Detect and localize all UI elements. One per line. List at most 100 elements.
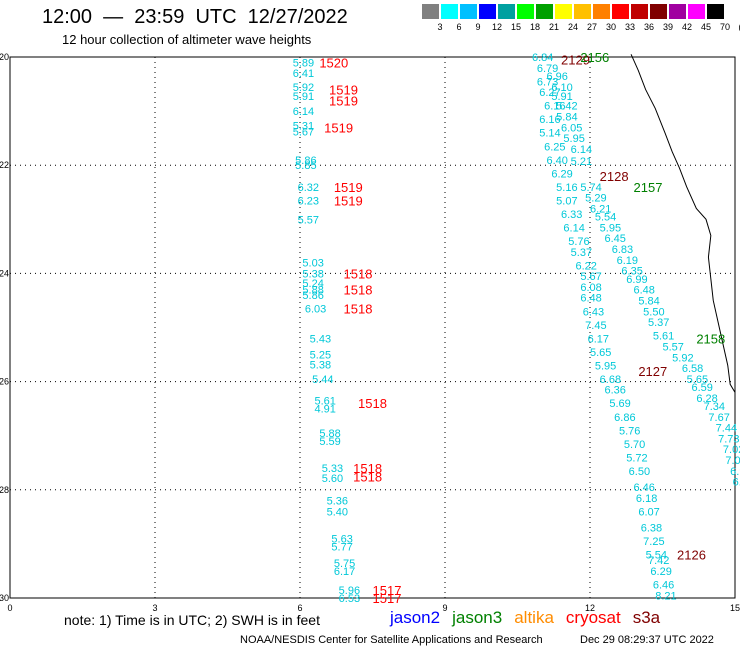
scale-swatch	[517, 4, 534, 19]
wave-height-value: 5.96	[339, 585, 360, 597]
satellite-legend: jason2 jason3 altika cryosat s3a	[390, 608, 672, 628]
scale-swatch	[669, 4, 686, 19]
wave-height-value: 5.91	[551, 91, 572, 103]
wave-height-value: 5.37	[648, 317, 669, 329]
scale-label: 24	[567, 22, 578, 32]
coastline	[630, 54, 736, 393]
wave-height-value: 6.73	[537, 76, 558, 88]
wave-height-value: 6.58	[682, 363, 703, 375]
wave-height-value: 7.00	[725, 455, 740, 467]
wave-height-value: 5.38	[302, 268, 323, 280]
wave-height-value: 5.61	[653, 331, 674, 343]
wave-height-value: 6.59	[692, 382, 713, 394]
wave-height-value: 5.44	[312, 374, 333, 386]
wave-height-value: 5.65	[590, 347, 611, 359]
wave-height-value: 6.68	[600, 374, 621, 386]
scale-swatch	[479, 4, 496, 19]
track-time-label: 2156	[580, 50, 609, 65]
track-time-label: 1520	[319, 55, 348, 70]
wave-height-value: 7.02	[723, 444, 740, 456]
wave-height-value: 6.29	[650, 566, 671, 578]
track-time-label: 2128	[600, 169, 629, 184]
wave-height-value: 6.41	[293, 68, 314, 80]
wave-height-value: 5.86	[302, 290, 323, 302]
wave-height-value: 6.18	[636, 493, 657, 505]
wave-height-value: 7.45	[585, 320, 606, 332]
scale-label: 39	[662, 22, 673, 32]
wave-height-value: 5.88	[319, 428, 340, 440]
scale-swatch	[593, 4, 610, 19]
wave-height-value: 5.72	[626, 452, 647, 464]
scale-swatch	[422, 4, 439, 19]
wave-height-value: 5.07	[556, 195, 577, 207]
wave-height-value: 6.29	[551, 168, 572, 180]
wave-height-value: 5.54	[646, 550, 667, 562]
wave-height-value: 5.89	[293, 57, 314, 69]
wave-height-value: 6.53	[339, 593, 360, 605]
wave-height-value: 6.48	[634, 285, 655, 297]
wave-height-value: 5.25	[310, 350, 331, 362]
wave-height-value: 5.95	[595, 360, 616, 372]
wave-height-value: 5.84	[556, 112, 577, 124]
scale-label: 30	[605, 22, 616, 32]
scale-label: 42	[681, 22, 692, 32]
track-time-label: 2157	[634, 180, 663, 195]
satellite-jason3: jason3	[452, 608, 503, 627]
wave-height-value: 6.35	[621, 266, 642, 278]
wave-height-value: 5.95	[600, 222, 621, 234]
lon-tick-label: 6	[297, 603, 302, 613]
wave-height-value: 5.74	[580, 182, 601, 194]
wave-height-value: 5.91	[293, 91, 314, 103]
wave-height-value: 6.40	[547, 155, 568, 167]
wave-height-value: 6.19	[617, 255, 638, 267]
wave-height-value: 7.44	[716, 423, 737, 435]
wave-height-value: 6.08	[580, 282, 601, 294]
wave-height-value: 7.25	[643, 536, 664, 548]
wave-height-value: 6.25	[544, 141, 565, 153]
wave-height-value: 6.84	[532, 52, 553, 64]
wave-height-value: 5.42	[556, 101, 577, 113]
wave-height-value: 5.76	[619, 425, 640, 437]
wave-height-value: 5.63	[331, 533, 352, 545]
satellite-cryosat: cryosat	[565, 608, 621, 627]
wave-height-value: 5.65	[687, 374, 708, 386]
wave-height-value: 5.29	[585, 193, 606, 205]
wave-height-value: 6.17	[588, 333, 609, 345]
wave-height-value: 5.86	[295, 155, 316, 167]
scale-label: 45	[700, 22, 711, 32]
wave-height-value: 6.16	[539, 114, 560, 126]
wave-height-value: 5.54	[595, 212, 616, 224]
satellite-s3a: s3a	[632, 608, 661, 627]
wave-height-value: 5.88	[302, 285, 323, 297]
wave-height-value: 6.05	[561, 122, 582, 134]
lon-tick-label: 0	[7, 603, 12, 613]
scale-label: 9	[475, 22, 481, 32]
wave-height-value: 6.46	[634, 482, 655, 494]
track-time-label: 2129	[561, 53, 590, 68]
lon-tick-label: 9	[442, 603, 447, 613]
track-time-label: 1518	[353, 461, 382, 476]
scale-label: 6	[456, 22, 462, 32]
wave-height-value: 6.38	[641, 523, 662, 535]
track-time-label: 1518	[358, 396, 387, 411]
track-time-label: 2126	[677, 548, 706, 563]
wave-height-value: 5.95	[563, 133, 584, 145]
wave-height-value: 6.99	[626, 274, 647, 286]
wave-height-value: 5.70	[624, 439, 645, 451]
track-time-label: 1518	[344, 283, 373, 298]
scale-label: 18	[529, 22, 540, 32]
wave-height-value: 5.38	[310, 359, 331, 371]
wave-height-value: 5.75	[334, 558, 355, 570]
wave-height-value: 5.60	[322, 473, 343, 485]
lat-tick-label: -24	[0, 268, 9, 278]
scale-label: 3	[437, 22, 443, 32]
lat-tick-label: -20	[0, 52, 9, 62]
scale-label: (ft)	[734, 22, 740, 32]
wave-height-value: 5.50	[643, 306, 664, 318]
track-time-label: 2127	[638, 364, 667, 379]
footer-timestamp: Dec 29 08:29:37 UTC 2022	[580, 634, 714, 646]
wave-height-value: 6.16	[544, 101, 565, 113]
lat-tick-label: -28	[0, 485, 9, 495]
lon-tick-label: 3	[152, 603, 157, 613]
wave-height-value: 6.10	[551, 82, 572, 94]
